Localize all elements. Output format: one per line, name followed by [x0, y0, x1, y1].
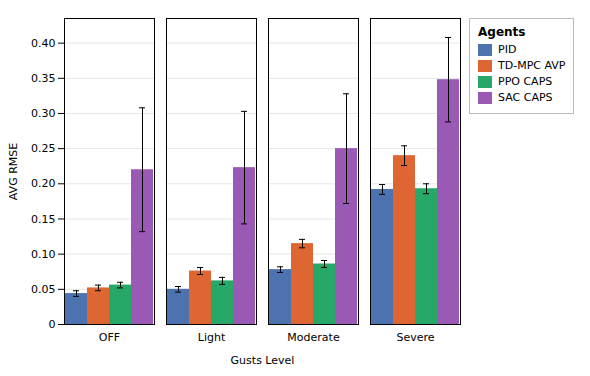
html-text:TD-MPC AVP: TD-MPC AVP — [498, 59, 566, 72]
svg-text:0.40: 0.40 — [31, 37, 56, 50]
svg-text:0.35: 0.35 — [31, 72, 56, 85]
html-text:Agents: Agents — [478, 25, 526, 39]
svg-text:0.20: 0.20 — [31, 177, 56, 190]
svg-text:Gusts Level: Gusts Level — [231, 354, 295, 367]
svg-text:0.10: 0.10 — [31, 248, 56, 261]
svg-text:Moderate: Moderate — [287, 331, 340, 344]
svg-text:Severe: Severe — [396, 331, 434, 344]
html-text:PPO CAPS: PPO CAPS — [498, 75, 553, 88]
svg-text:OFF: OFF — [99, 331, 120, 344]
html-text:PID: PID — [498, 43, 517, 56]
svg-text:0.30: 0.30 — [31, 107, 56, 120]
svg-text:0.05: 0.05 — [31, 283, 56, 296]
svg-text:0.25: 0.25 — [31, 142, 56, 155]
svg-text:0.15: 0.15 — [31, 213, 56, 226]
svg-text:Light: Light — [198, 331, 226, 344]
html-text:SAC CAPS: SAC CAPS — [498, 91, 553, 104]
svg-text:0: 0 — [49, 318, 56, 331]
svg-text:AVG RMSE: AVG RMSE — [7, 143, 20, 200]
